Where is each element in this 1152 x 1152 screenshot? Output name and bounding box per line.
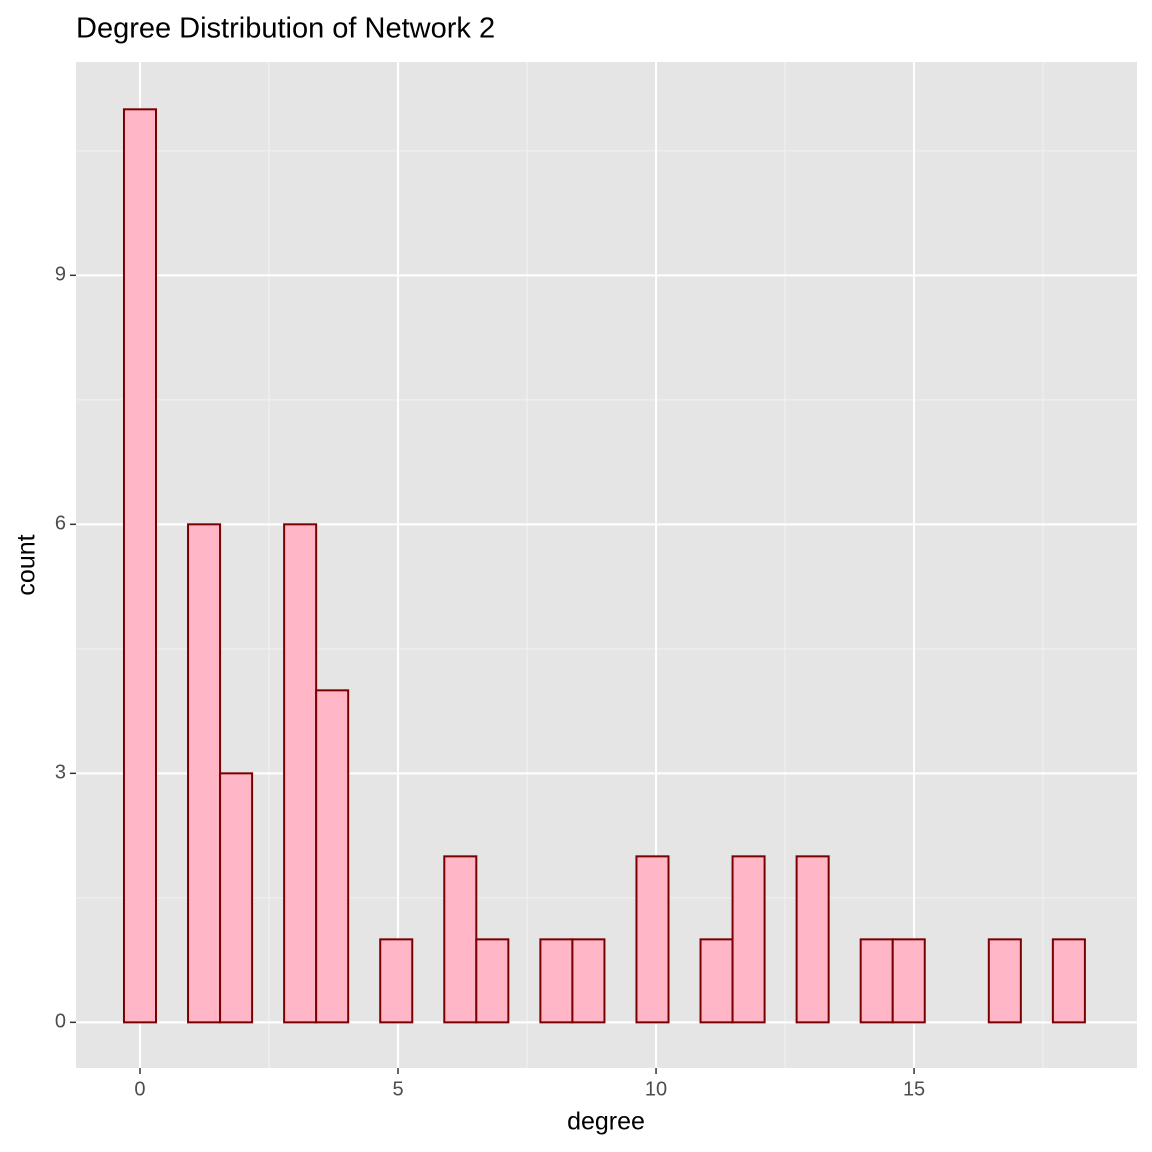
bar [475,938,510,1024]
bar [699,938,734,1024]
x-tick-label: 15 [903,1078,925,1100]
y-tick-label: 0 [55,1011,66,1033]
bar [859,938,894,1024]
bar [731,855,766,1024]
bar [571,938,606,1024]
bar [795,855,830,1024]
bar [987,938,1022,1024]
bar [891,938,926,1024]
bar [1051,938,1086,1024]
y-tick-label: 3 [55,762,66,784]
y-tick-label: 6 [55,513,66,535]
x-axis-title: degree [567,1108,645,1136]
x-tick-label: 5 [392,1078,403,1100]
bar [315,689,350,1024]
chart-title: Degree Distribution of Network 2 [76,13,495,45]
bar [635,855,670,1024]
x-tick-label: 10 [645,1078,667,1100]
bar [539,938,574,1024]
y-tick-label: 9 [55,264,66,286]
bar [187,523,222,1024]
bar [379,938,414,1024]
bar [283,523,318,1024]
bar [443,855,478,1024]
bar [219,772,254,1024]
y-axis-title: count [13,534,41,595]
x-tick-label: 0 [134,1078,145,1100]
bar [122,108,158,1024]
